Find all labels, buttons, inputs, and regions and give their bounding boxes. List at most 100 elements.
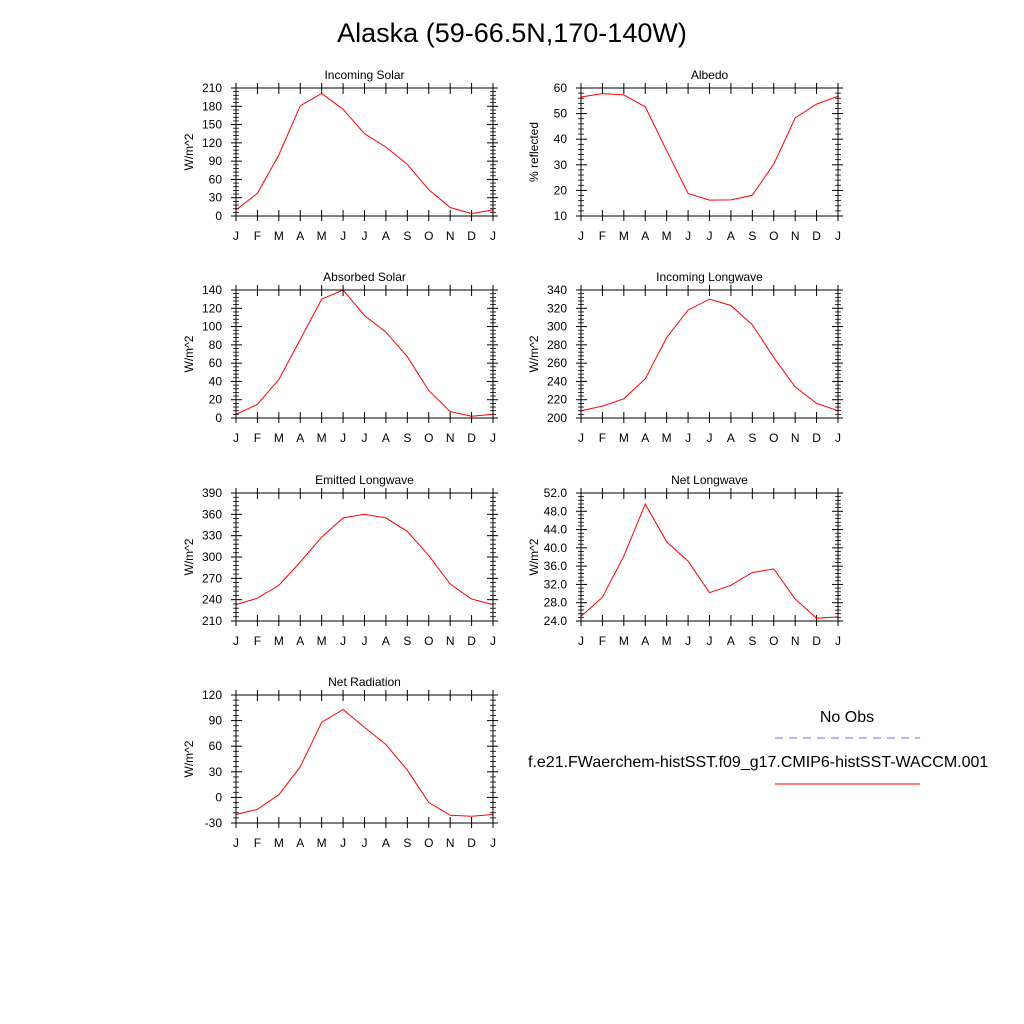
y-tick-label: 390: [202, 486, 222, 500]
series-line: [235, 513, 494, 606]
y-tick-label: 210: [202, 81, 222, 95]
y-tick-label: 90: [209, 714, 223, 728]
y-tick-label: 220: [547, 393, 567, 407]
y-axis-label: W/m^2: [182, 335, 196, 372]
x-tick-label: A: [727, 431, 735, 445]
x-tick-label: M: [619, 229, 629, 243]
x-tick-label: J: [685, 634, 691, 648]
x-tick-label: O: [769, 431, 778, 445]
y-tick-label: 200: [547, 411, 567, 425]
panel-title: Net Longwave: [671, 473, 748, 487]
x-tick-label: J: [340, 229, 346, 243]
y-tick-label: 30: [209, 765, 223, 779]
x-tick-label: N: [791, 229, 800, 243]
x-tick-label: S: [403, 229, 411, 243]
x-tick-label: S: [403, 836, 411, 850]
x-tick-label: F: [599, 634, 606, 648]
x-tick-label: J: [490, 431, 496, 445]
y-tick-label: 10: [554, 209, 568, 223]
series-line: [580, 298, 839, 412]
y-axis-label: W/m^2: [182, 133, 196, 170]
panel-title: Incoming Longwave: [656, 270, 763, 284]
panel-group: Incoming Solar W/m^2 0 30 60 90 120 150 180 210 J F…: [182, 68, 843, 850]
y-tick-label: 300: [202, 550, 222, 564]
y-axis-label: % reflected: [527, 122, 541, 182]
y-tick-label: -30: [205, 816, 223, 830]
series-line: [580, 502, 839, 619]
x-tick-label: N: [446, 836, 455, 850]
y-tick-label: 50: [554, 107, 568, 121]
y-tick-label: 28.0: [544, 596, 568, 610]
y-tick-label: 120: [202, 688, 222, 702]
x-tick-label: F: [599, 229, 606, 243]
x-tick-label: S: [748, 229, 756, 243]
x-tick-label: M: [274, 836, 284, 850]
x-tick-label: S: [748, 431, 756, 445]
plot-frame: [580, 492, 839, 622]
x-tick-label: F: [254, 634, 261, 648]
series-line: [235, 289, 494, 417]
y-tick-label: 52.0: [544, 486, 568, 500]
y-tick-label: 60: [209, 739, 223, 753]
y-tick-label: 360: [202, 507, 222, 521]
x-tick-label: N: [446, 634, 455, 648]
legend-obs-label: No Obs: [820, 709, 874, 726]
y-tick-label: 240: [547, 374, 567, 388]
y-tick-label: 60: [209, 172, 223, 186]
x-tick-label: M: [274, 229, 284, 243]
x-tick-label: A: [296, 229, 304, 243]
x-tick-label: J: [490, 229, 496, 243]
x-tick-label: J: [578, 229, 584, 243]
x-tick-label: A: [296, 634, 304, 648]
y-tick-label: 0: [215, 790, 222, 804]
x-tick-label: D: [467, 634, 476, 648]
x-tick-label: M: [619, 431, 629, 445]
plot-frame: [235, 492, 494, 622]
y-tick-label: 30: [554, 158, 568, 172]
figure-title: Alaska (59-66.5N,170-140W): [337, 18, 687, 48]
x-tick-label: S: [748, 634, 756, 648]
y-tick-label: 260: [547, 356, 567, 370]
x-tick-label: A: [641, 229, 649, 243]
y-tick-label: 100: [202, 320, 222, 334]
x-tick-label: M: [662, 229, 672, 243]
x-tick-label: S: [403, 431, 411, 445]
y-tick-label: 80: [209, 338, 223, 352]
x-tick-label: M: [317, 229, 327, 243]
plot-frame: [235, 694, 494, 824]
x-tick-label: J: [362, 634, 368, 648]
plot-frame: [580, 87, 839, 217]
x-tick-label: J: [707, 229, 713, 243]
x-tick-label: A: [382, 634, 390, 648]
y-tick-label: 140: [202, 283, 222, 297]
panel-title: Emitted Longwave: [315, 473, 414, 487]
y-tick-label: 0: [215, 209, 222, 223]
x-tick-label: M: [662, 431, 672, 445]
legend: No Obs f.e21.FWaerchem-histSST.f09_g17.C…: [528, 709, 988, 785]
y-tick-label: 120: [202, 136, 222, 150]
x-tick-label: J: [233, 431, 239, 445]
plot-frame: [580, 289, 839, 419]
x-tick-label: J: [685, 431, 691, 445]
y-axis-label: W/m^2: [182, 740, 196, 777]
y-axis-label: W/m^2: [527, 335, 541, 372]
x-tick-label: J: [490, 634, 496, 648]
x-tick-label: F: [599, 431, 606, 445]
x-tick-label: M: [317, 634, 327, 648]
y-tick-label: 280: [547, 338, 567, 352]
y-tick-label: 270: [202, 571, 222, 585]
chart-panel: Emitted Longwave W/m^2 210 240 270 300 330 360 3…: [182, 473, 498, 648]
x-tick-label: D: [812, 634, 821, 648]
x-tick-label: F: [254, 431, 261, 445]
y-tick-label: 60: [554, 81, 568, 95]
y-tick-label: 40: [554, 132, 568, 146]
series-line: [235, 92, 494, 215]
x-tick-label: D: [467, 836, 476, 850]
y-tick-label: 330: [202, 529, 222, 543]
x-tick-label: N: [446, 431, 455, 445]
y-tick-label: 90: [209, 154, 223, 168]
x-tick-label: J: [362, 229, 368, 243]
